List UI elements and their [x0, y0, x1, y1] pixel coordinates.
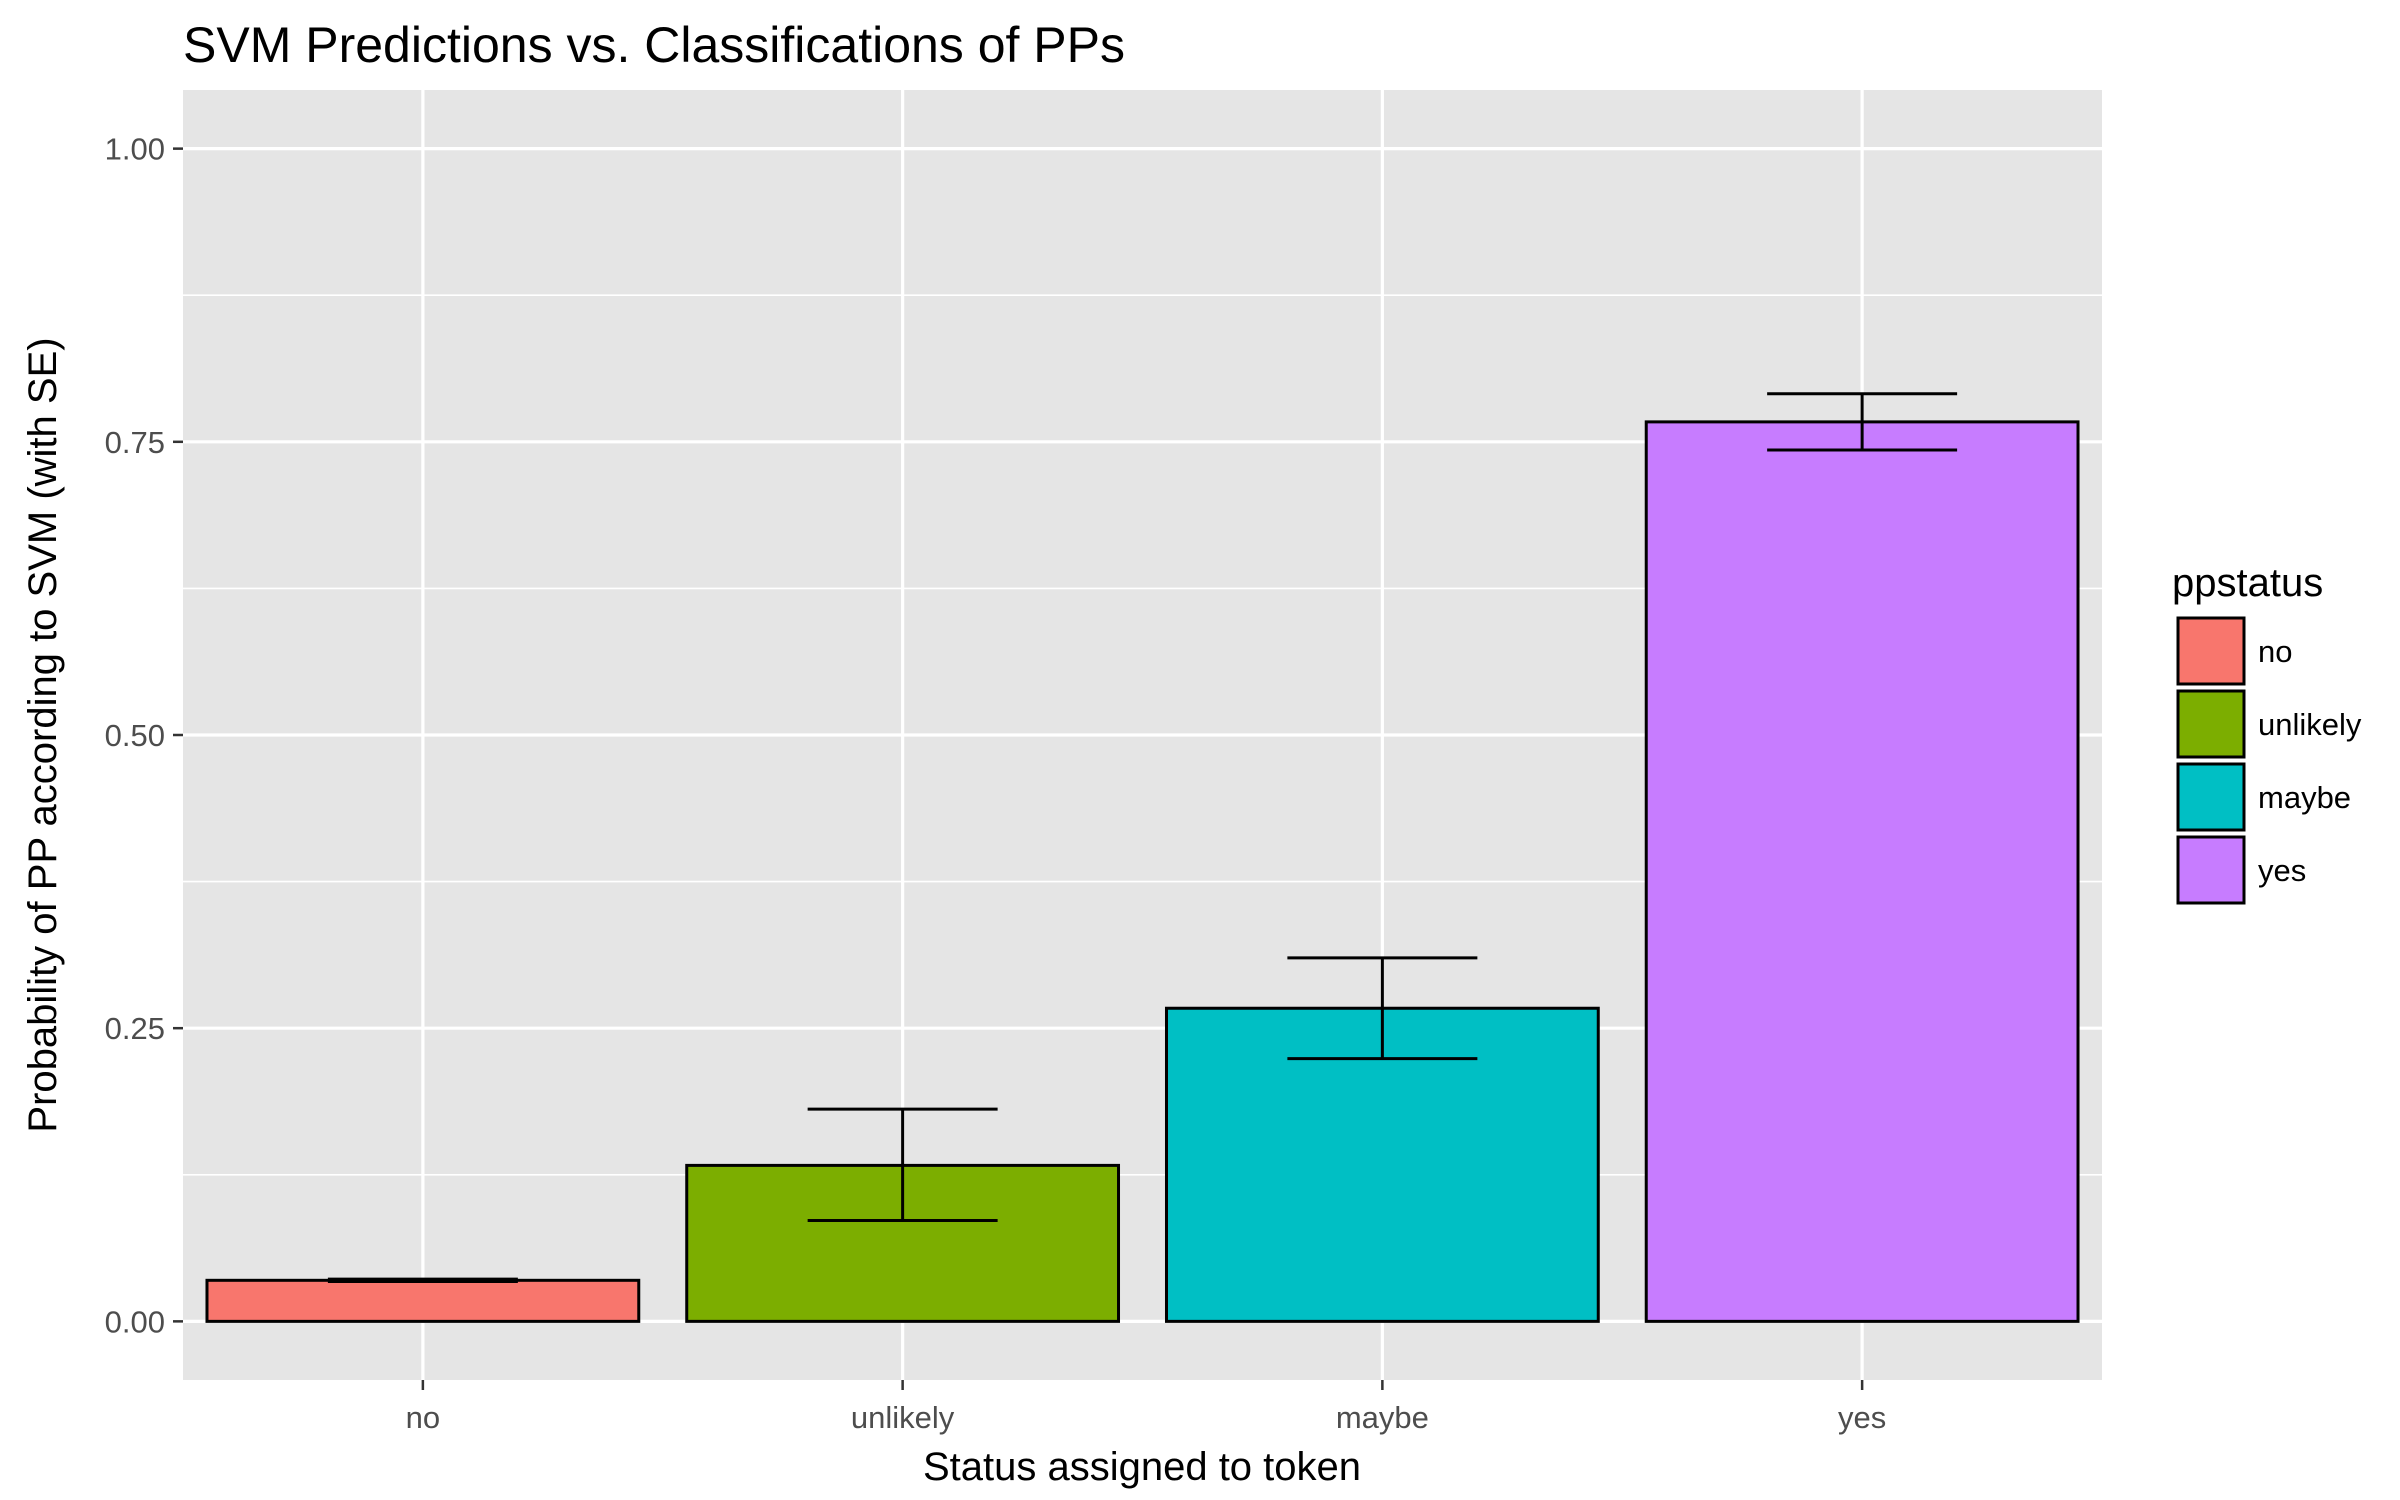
legend: ppstatus no unlikely maybe yes — [2172, 561, 2362, 905]
y-tick-label: 0.50 — [105, 718, 165, 753]
y-axis: 0.00 0.25 0.50 0.75 1.00 — [105, 132, 183, 1339]
bar-yes — [1644, 420, 2080, 1323]
y-tick-label: 1.00 — [105, 132, 165, 167]
y-tick-label: 0.25 — [105, 1011, 165, 1046]
legend-key — [2176, 835, 2246, 905]
x-tick-label: yes — [1838, 1400, 1886, 1435]
bars — [205, 420, 2080, 1323]
legend-label: yes — [2258, 853, 2306, 888]
error-bar-unlikely — [807, 1107, 998, 1223]
x-tick-label: maybe — [1336, 1400, 1429, 1435]
error-bar-yes — [1767, 392, 1958, 452]
legend-item-maybe: maybe — [2176, 762, 2351, 832]
legend-item-unlikely: unlikely — [2176, 689, 2362, 759]
legend-item-yes: yes — [2176, 835, 2306, 905]
x-axis: no unlikely maybe yes — [406, 1380, 1886, 1435]
error-bars — [327, 392, 1958, 1283]
bar-maybe — [1164, 1006, 1600, 1323]
x-tick-label: no — [406, 1400, 440, 1435]
x-tick-label: unlikely — [851, 1400, 955, 1435]
legend-items: no unlikely maybe yes — [2176, 616, 2362, 905]
chart-title: SVM Predictions vs. Classifications of P… — [183, 17, 1125, 73]
legend-label: maybe — [2258, 780, 2351, 815]
legend-key — [2176, 689, 2246, 759]
legend-title: ppstatus — [2172, 561, 2323, 605]
error-bar-maybe — [1287, 956, 1478, 1061]
y-tick-label: 0.00 — [105, 1304, 165, 1339]
y-axis-title: Probability of PP according to SVM (with… — [21, 337, 65, 1132]
error-bar-no — [327, 1277, 518, 1283]
legend-key — [2176, 616, 2246, 686]
legend-label: unlikely — [2258, 707, 2362, 742]
x-axis-title: Status assigned to token — [923, 1445, 1361, 1489]
legend-label: no — [2258, 634, 2292, 669]
legend-item-no: no — [2176, 616, 2292, 686]
y-tick-label: 0.75 — [105, 425, 165, 460]
legend-key — [2176, 762, 2246, 832]
bar-no — [205, 1278, 641, 1323]
